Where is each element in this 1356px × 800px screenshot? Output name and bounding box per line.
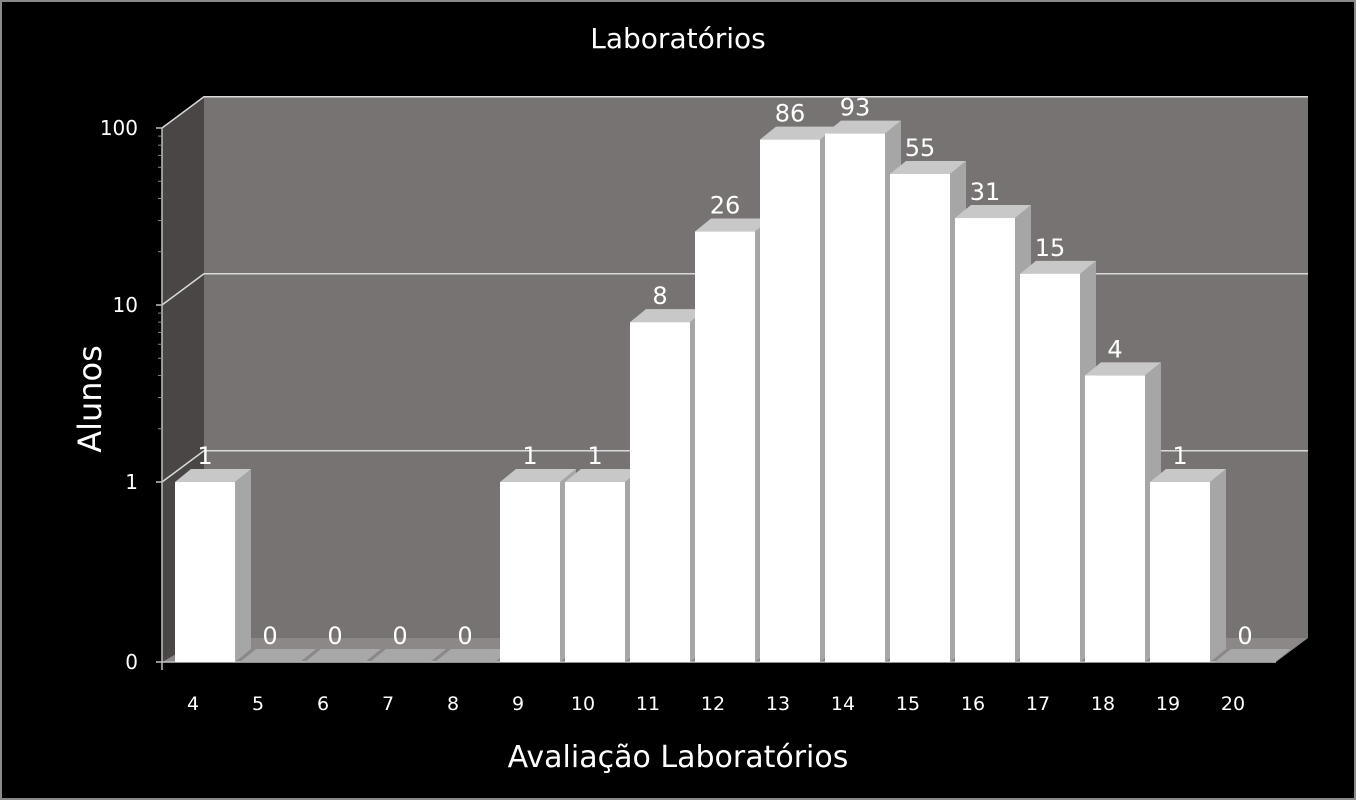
x-tick-label: 12: [701, 693, 725, 715]
bar-front-face: [1150, 482, 1210, 662]
bar-top-face: [890, 160, 966, 174]
bar-top-face: [825, 120, 901, 134]
bar-top-face: [955, 205, 1031, 219]
bar-flat: [370, 649, 446, 662]
data-label: 0: [327, 622, 342, 650]
x-tick-label: 8: [447, 693, 459, 715]
data-label: 26: [710, 192, 741, 220]
x-tick-label: 19: [1156, 693, 1180, 715]
bar-front-face: [175, 482, 235, 662]
x-axis-ticks: 4 5 6 7 8 9 10 11 12 13 14 15 16 17 18 19 20: [187, 693, 1245, 715]
bar-front-face: [890, 173, 950, 662]
bar-top-face: [500, 469, 576, 482]
y-tick-label: 10: [113, 293, 138, 317]
data-label: 0: [392, 622, 407, 650]
bar-flat: [435, 649, 511, 662]
data-label: 0: [457, 622, 472, 650]
data-label: 55: [905, 134, 936, 162]
data-label: 1: [1172, 442, 1187, 470]
bar-side-face: [235, 469, 251, 662]
x-tick-label: 4: [187, 693, 199, 715]
x-tick-label: 5: [252, 693, 264, 715]
x-tick-label: 10: [571, 693, 595, 715]
data-label: 1: [197, 442, 212, 470]
x-tick-label: 17: [1026, 693, 1050, 715]
y-tick-label: 100: [100, 116, 138, 140]
bar-flat: [1215, 649, 1291, 662]
bar-front-face: [955, 218, 1015, 662]
data-labels: 1 0 0 0 0 1 1 8 26 86 93 55 31 15 4 1 0: [197, 94, 1252, 650]
chart-bars: [175, 120, 1291, 663]
data-label: 0: [1237, 622, 1252, 650]
x-axis-label: Avaliação Laboratórios: [507, 740, 849, 775]
data-label: 15: [1035, 234, 1066, 262]
bar-top-face: [695, 218, 771, 232]
bar-front-face: [630, 322, 690, 662]
bar-front-face: [500, 482, 560, 662]
bar-front-face: [695, 231, 755, 662]
bar-front-face: [1085, 375, 1145, 662]
bar-top-face: [760, 126, 836, 140]
y-tick-label: 0: [125, 650, 138, 674]
bar-front-face: [1020, 273, 1080, 662]
bar-top-face: [1085, 362, 1161, 376]
bar-top-face: [1150, 469, 1226, 482]
data-label: 8: [652, 282, 667, 310]
x-tick-label: 6: [317, 693, 329, 715]
x-tick-label: 9: [512, 693, 524, 715]
bar-front-face: [825, 133, 885, 663]
data-label: 1: [587, 442, 602, 470]
bar-top-face: [1020, 260, 1096, 274]
x-tick-label: 13: [766, 693, 790, 715]
bar-side-face: [1210, 469, 1226, 662]
bar-front-face: [760, 139, 820, 663]
bar-top-face: [630, 309, 706, 323]
x-tick-label: 20: [1221, 693, 1245, 715]
data-label: 1: [522, 442, 537, 470]
x-tick-label: 18: [1091, 693, 1115, 715]
y-tick-label: 1: [125, 470, 138, 494]
x-tick-label: 14: [831, 693, 855, 715]
x-tick-label: 15: [896, 693, 920, 715]
bar-flat: [305, 649, 381, 662]
bar-top-face: [175, 469, 251, 482]
data-label: 4: [1107, 335, 1122, 363]
x-tick-label: 7: [382, 693, 394, 715]
bar-flat: [240, 649, 316, 662]
bar-front-face: [565, 482, 625, 662]
y-axis-label: Alunos: [71, 345, 109, 453]
x-tick-label: 16: [961, 693, 985, 715]
data-label: 93: [840, 94, 871, 122]
data-label: 0: [262, 622, 277, 650]
chart-title: Laboratórios: [590, 22, 766, 55]
x-tick-label: 11: [636, 693, 660, 715]
data-label: 31: [970, 178, 1001, 206]
y-axis-ticks: 0 1 10 100: [100, 116, 162, 674]
data-label: 86: [775, 100, 806, 128]
bar-top-face: [565, 469, 641, 482]
gridline: [161, 96, 1308, 129]
